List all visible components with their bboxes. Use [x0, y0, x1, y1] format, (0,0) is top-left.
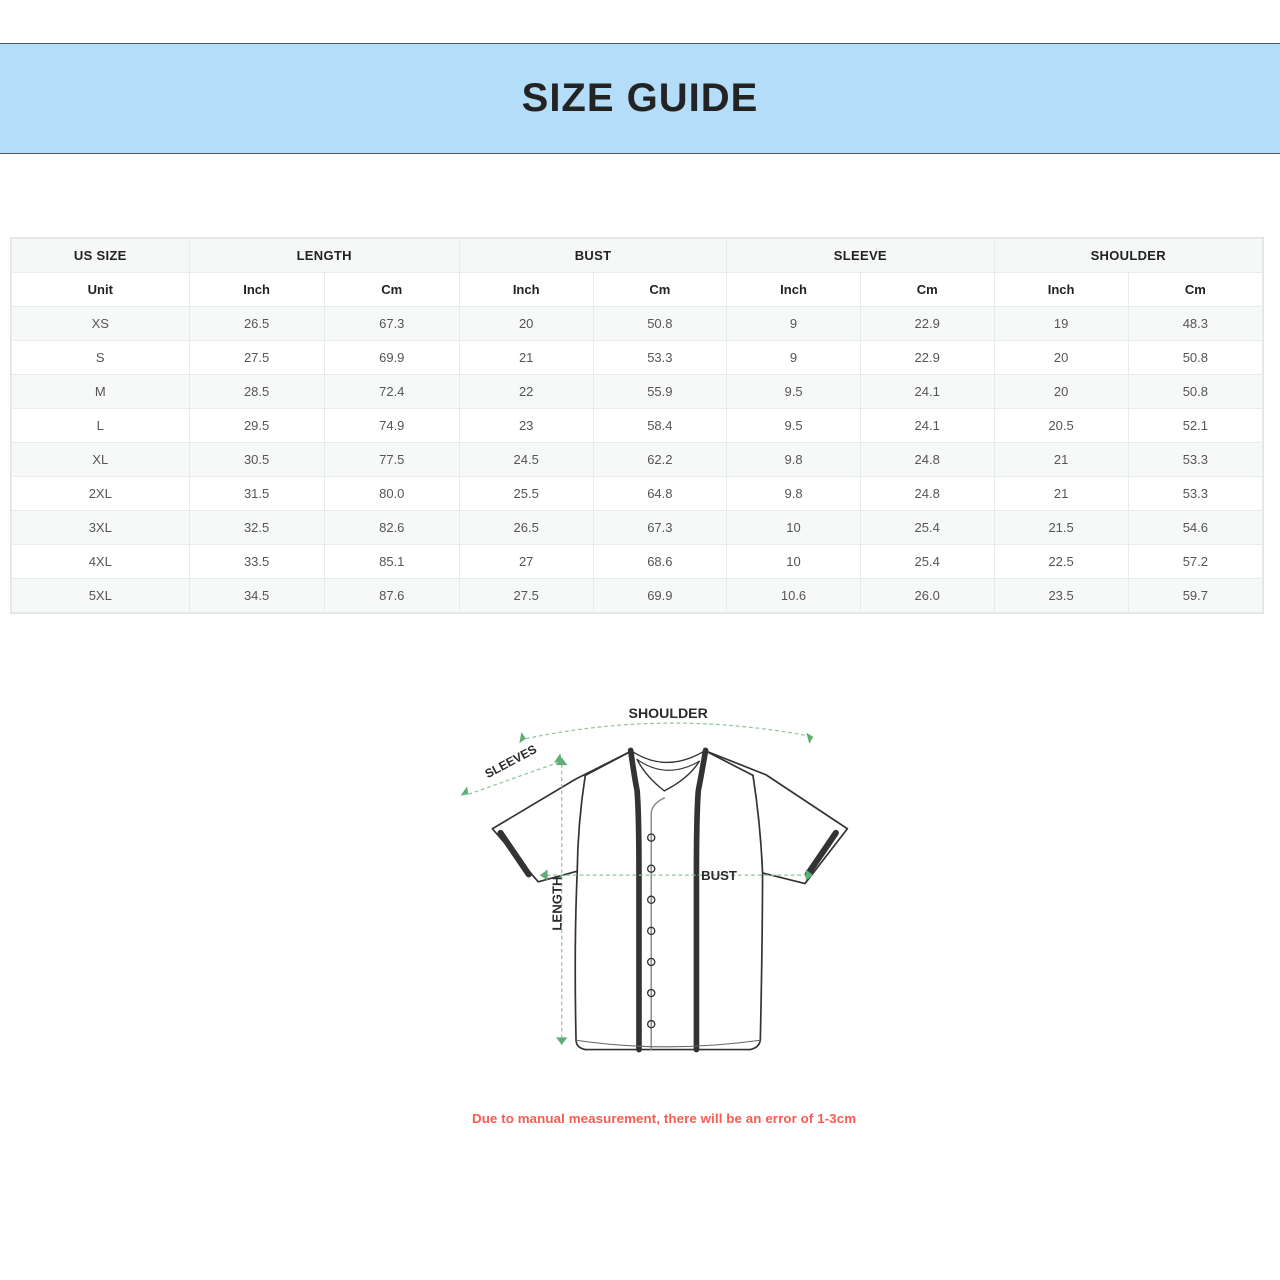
svg-text:SHOULDER: SHOULDER — [629, 705, 708, 721]
svg-text:BUST: BUST — [701, 868, 737, 883]
svg-text:LENGTH: LENGTH — [550, 876, 565, 930]
svg-text:SLEEVES: SLEEVES — [483, 742, 539, 781]
